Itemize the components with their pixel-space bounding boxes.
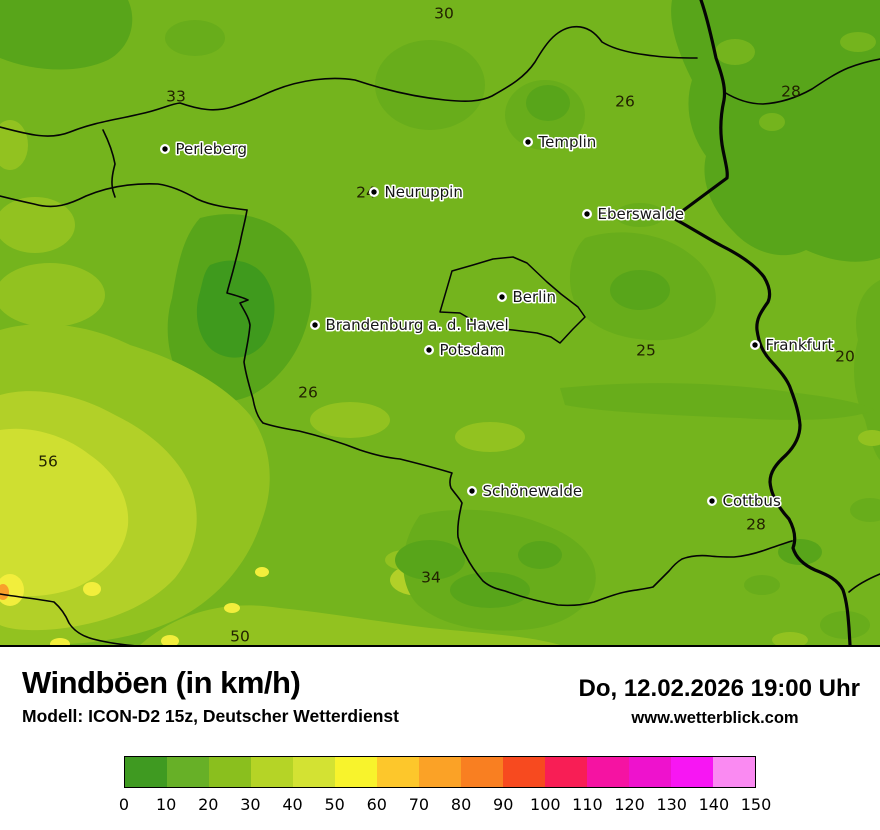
map-title: Windböen (in km/h) <box>22 665 301 700</box>
legend-cell-90-100 <box>503 757 545 787</box>
legend-ticks: 0 10 20 30 40 50 60 70 80 90 100 110 120 130 140 150 <box>119 795 771 815</box>
city-label: Potsdam <box>440 341 505 359</box>
city-dot-icon <box>584 211 590 217</box>
legend-cell-50-60 <box>335 757 377 787</box>
wind-gust-map: 30 33 26 28 24 25 20 26 56 28 34 50 Perleberg Templi… <box>0 0 880 647</box>
city-label: Neuruppin <box>385 183 463 201</box>
legend-cell-20-30 <box>209 757 251 787</box>
city-label: Berlin <box>513 288 557 306</box>
legend-tick-90: 90 <box>493 795 514 814</box>
wind-value-label: 34 <box>421 569 441 587</box>
city-dot-icon <box>162 146 168 152</box>
map-svg: 30 33 26 28 24 25 20 26 56 28 34 50 Perleberg Templi… <box>0 0 880 645</box>
city-marker-templin: Templin <box>523 132 598 153</box>
city-marker-cottbus: Cottbus <box>707 491 782 512</box>
wind-value-label: 33 <box>166 88 186 106</box>
city-marker-brandenburg-a-d-havel: Brandenburg a. d. Havel <box>310 315 510 336</box>
legend-cell-110-120 <box>587 757 629 787</box>
legend-tick-100: 100 <box>530 795 561 814</box>
city-dot-icon <box>499 294 505 300</box>
legend: 0 10 20 30 40 50 60 70 80 90 100 110 120 130 140 150 <box>119 756 771 815</box>
legend-cell-80-90 <box>461 757 503 787</box>
wind-value-label: 56 <box>38 453 58 471</box>
city-marker-berlin: Berlin <box>497 287 558 308</box>
wind-value-label: 30 <box>434 5 454 23</box>
legend-cell-140-150 <box>713 757 755 787</box>
map-shade-regions <box>0 0 880 645</box>
city-dot-icon <box>709 498 715 504</box>
city-marker-neuruppin: Neuruppin <box>369 182 464 203</box>
legend-cell-10-20 <box>167 757 209 787</box>
city-dot-icon <box>426 347 432 353</box>
wind-value-label: 28 <box>781 83 801 101</box>
city-label: Perleberg <box>176 140 247 158</box>
city-label: Eberswalde <box>598 205 685 223</box>
legend-tick-80: 80 <box>450 795 472 814</box>
city-dot-icon <box>752 342 758 348</box>
legend-tick-120: 120 <box>614 795 645 814</box>
model-info: Modell: ICON-D2 15z, Deutscher Wetterdie… <box>22 706 399 726</box>
legend-tick-0: 0 <box>118 795 130 814</box>
website-label: www.wetterblick.com <box>631 709 799 727</box>
legend-tick-140: 140 <box>698 795 730 814</box>
wind-value-label: 26 <box>615 93 635 111</box>
city-label: Frankfurt <box>766 336 834 354</box>
wind-value-label: 25 <box>636 342 656 360</box>
city-marker-sch-newalde: Schönewalde <box>467 481 584 502</box>
wind-value-label: 28 <box>746 516 766 534</box>
legend-tick-130: 130 <box>656 795 687 814</box>
state-borders <box>0 0 880 645</box>
city-label: Brandenburg a. d. Havel <box>326 316 509 334</box>
legend-tick-110: 110 <box>572 795 603 814</box>
legend-tick-150: 150 <box>740 795 772 814</box>
city-dot-icon <box>312 322 318 328</box>
legend-cell-70-80 <box>419 757 461 787</box>
legend-cell-0-10 <box>125 757 167 787</box>
legend-tick-50: 50 <box>324 795 345 814</box>
city-dot-icon <box>525 139 531 145</box>
forecast-datetime: Do, 12.02.2026 19:00 Uhr <box>578 675 861 702</box>
legend-cell-60-70 <box>377 757 419 787</box>
city-markers: Perleberg Templin Neuruppin Eberswalde Berli… <box>160 132 835 512</box>
legend-tick-60: 60 <box>366 795 387 814</box>
wind-value-label: 26 <box>298 384 318 402</box>
legend-tick-40: 40 <box>282 795 303 814</box>
legend-cell-100-110 <box>545 757 587 787</box>
city-marker-perleberg: Perleberg <box>160 139 248 160</box>
legend-cell-30-40 <box>251 757 293 787</box>
legend-tick-70: 70 <box>408 795 430 814</box>
wind-value-label: 24 <box>356 184 376 202</box>
city-dot-icon <box>469 488 475 494</box>
wind-value-labels: 30 33 26 28 24 25 20 26 56 28 34 50 <box>38 5 855 646</box>
legend-tick-10: 10 <box>155 795 177 814</box>
legend-tick-30: 30 <box>240 795 261 814</box>
berlin-outline <box>439 256 586 344</box>
city-marker-frankfurt: Frankfurt <box>750 335 835 356</box>
city-label: Schönewalde <box>483 482 583 500</box>
city-marker-eberswalde: Eberswalde <box>582 204 686 225</box>
city-dot-icon <box>371 189 377 195</box>
legend-cell-120-130 <box>629 757 671 787</box>
city-label: Cottbus <box>723 492 781 510</box>
legend-bar <box>124 756 756 788</box>
legend-cell-130-140 <box>671 757 713 787</box>
wind-value-label: 50 <box>230 628 250 646</box>
legend-cell-40-50 <box>293 757 335 787</box>
city-marker-potsdam: Potsdam <box>424 340 506 361</box>
legend-tick-20: 20 <box>198 795 219 814</box>
wind-value-label: 20 <box>835 348 855 366</box>
city-label: Templin <box>538 133 597 151</box>
